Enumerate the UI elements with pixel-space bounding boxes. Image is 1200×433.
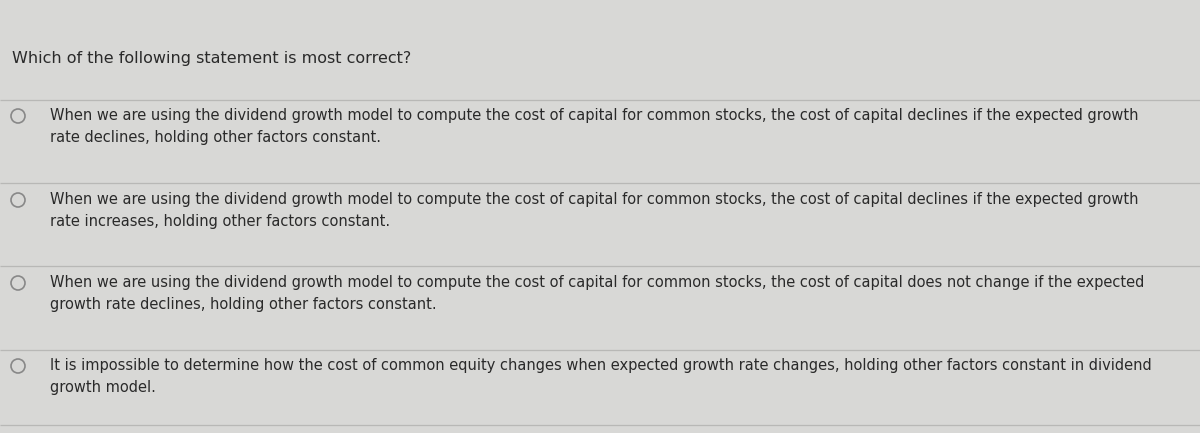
Text: When we are using the dividend growth model to compute the cost of capital for c: When we are using the dividend growth mo…: [50, 275, 1145, 312]
Text: When we are using the dividend growth model to compute the cost of capital for c: When we are using the dividend growth mo…: [50, 108, 1139, 145]
Text: When we are using the dividend growth model to compute the cost of capital for c: When we are using the dividend growth mo…: [50, 192, 1139, 229]
Text: It is impossible to determine how the cost of common equity changes when expecte: It is impossible to determine how the co…: [50, 358, 1152, 394]
Text: Which of the following statement is most correct?: Which of the following statement is most…: [12, 51, 412, 65]
